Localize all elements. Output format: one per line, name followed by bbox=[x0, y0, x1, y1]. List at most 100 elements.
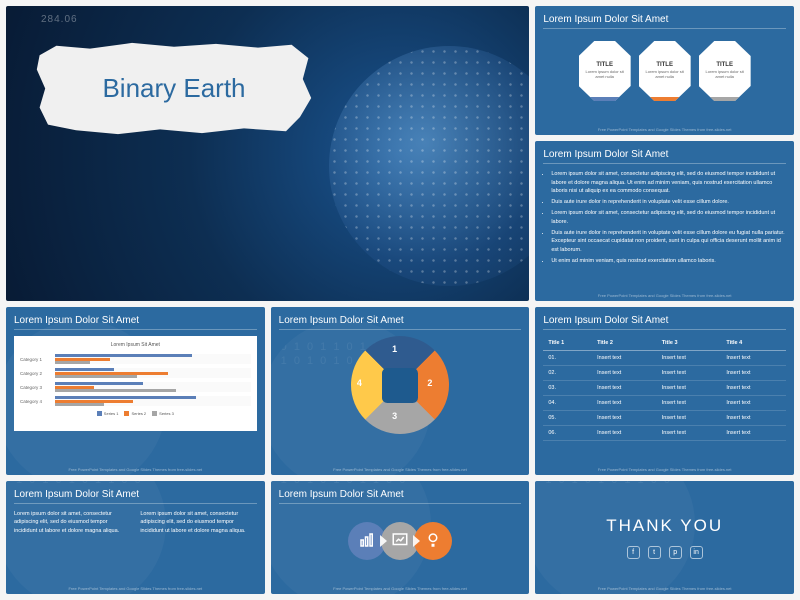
footer-credit: Free PowerPoint Templates and Google Sli… bbox=[271, 467, 530, 472]
bar-row: Category 2 bbox=[20, 366, 251, 380]
table-row: 06.Insert textInsert textInsert text bbox=[543, 426, 786, 441]
legend-swatch bbox=[124, 411, 129, 416]
bullet-item: Lorem ipsum dolor sit amet, consectetur … bbox=[551, 170, 786, 196]
slide-grid: 284.06 Binary Earth Lorem Ipsum Dolor Si… bbox=[0, 0, 800, 600]
slide-heading: Lorem Ipsum Dolor Sit Amet bbox=[279, 489, 522, 504]
card-body: Lorem ipsum dolor sit amet nulla bbox=[699, 70, 751, 80]
table-cell: Insert text bbox=[721, 396, 786, 411]
card-foot: TITLE bbox=[707, 97, 743, 107]
social-icon[interactable]: p bbox=[669, 546, 682, 559]
social-icon[interactable]: in bbox=[690, 546, 703, 559]
bar-segment bbox=[55, 361, 90, 364]
chart-rows: Category 1 Category 2 Category 3 Category 4 bbox=[20, 352, 251, 408]
table-cell: Insert text bbox=[721, 381, 786, 396]
footer-credit: Free PowerPoint Templates and Google Sli… bbox=[6, 586, 265, 591]
legend-label: Series 3 bbox=[159, 411, 174, 416]
table-header-cell: Title 1 bbox=[543, 336, 592, 351]
slide-heading: Lorem Ipsum Dolor Sit Amet bbox=[543, 315, 786, 330]
table-cell: 06. bbox=[543, 426, 592, 441]
table-cell: Insert text bbox=[657, 366, 722, 381]
legend-label: Series 2 bbox=[131, 411, 146, 416]
slide-donut: Lorem Ipsum Dolor Sit Amet 1234 Free Pow… bbox=[271, 307, 530, 475]
table-row: 01.Insert textInsert textInsert text bbox=[543, 351, 786, 366]
slide-table: Lorem Ipsum Dolor Sit Amet Title 1Title … bbox=[535, 307, 794, 475]
table-cell: Insert text bbox=[721, 366, 786, 381]
table-cell: Insert text bbox=[657, 411, 722, 426]
chevron-right-icon bbox=[413, 535, 420, 547]
column-2: Lorem ipsum dolor sit amet, consectetur … bbox=[140, 510, 256, 535]
bar-track bbox=[55, 354, 251, 364]
legend-item: Series 1 bbox=[97, 411, 119, 416]
card-foot: TITLE bbox=[647, 97, 683, 107]
slide-heading: Lorem Ipsum Dolor Sit Amet bbox=[279, 315, 522, 330]
social-icon[interactable]: f bbox=[627, 546, 640, 559]
table-cell: 05. bbox=[543, 411, 592, 426]
donut-wrap: 1234 bbox=[279, 336, 522, 434]
globe-graphic bbox=[329, 46, 529, 286]
bar-segment bbox=[55, 375, 137, 378]
slide-process-circles: Lorem Ipsum Dolor Sit Amet Free PowerPoi… bbox=[271, 481, 530, 594]
table-cell: 03. bbox=[543, 381, 592, 396]
octagon-row: TITLE Lorem ipsum dolor sit amet nulla T… bbox=[543, 41, 786, 101]
slide-heading: Lorem Ipsum Dolor Sit Amet bbox=[14, 489, 257, 504]
bar-label: Category 1 bbox=[20, 357, 52, 362]
table-cell: 02. bbox=[543, 366, 592, 381]
table-header-row: Title 1Title 2Title 3Title 4 bbox=[543, 336, 786, 351]
bullet-item: Lorem ipsum dolor sit amet, consectetur … bbox=[551, 209, 786, 227]
bullet-item: Duis aute irure dolor in reprehenderit i… bbox=[551, 229, 786, 255]
thank-you-text: THANK YOU bbox=[606, 516, 723, 536]
table-row: 05.Insert textInsert textInsert text bbox=[543, 411, 786, 426]
bar-segment bbox=[55, 389, 176, 392]
chart-title: Lorem Ipsum Sit Amet bbox=[20, 342, 251, 348]
donut-center bbox=[382, 368, 417, 403]
table-cell: Insert text bbox=[721, 411, 786, 426]
slide-bar-chart: Lorem Ipsum Dolor Sit Amet Lorem Ipsum S… bbox=[6, 307, 265, 475]
presentation-title: Binary Earth bbox=[102, 73, 245, 104]
column-1: Lorem ipsum dolor sit amet, consectetur … bbox=[14, 510, 130, 535]
bar-row: Category 3 bbox=[20, 380, 251, 394]
legend-swatch bbox=[152, 411, 157, 416]
table-cell: Insert text bbox=[592, 351, 657, 366]
table-cell: Insert text bbox=[592, 381, 657, 396]
donut-segment-number: 3 bbox=[392, 411, 397, 421]
chart-icon bbox=[391, 531, 409, 551]
slide-thank-you: THANK YOU ftpin Free PowerPoint Template… bbox=[535, 481, 794, 594]
card-title: TITLE bbox=[596, 62, 613, 68]
donut-segment-number: 4 bbox=[357, 378, 362, 388]
slide-heading: Lorem Ipsum Dolor Sit Amet bbox=[14, 315, 257, 330]
slide-three-cards: Lorem Ipsum Dolor Sit Amet TITLE Lorem i… bbox=[535, 6, 794, 135]
ticker-value: 284.06 bbox=[41, 14, 78, 25]
octagon-card: TITLE Lorem ipsum dolor sit amet nulla T… bbox=[639, 41, 691, 101]
table-cell: Insert text bbox=[592, 366, 657, 381]
table-cell: 01. bbox=[543, 351, 592, 366]
footer-credit: Free PowerPoint Templates and Google Sli… bbox=[6, 467, 265, 472]
table-row: 02.Insert textInsert textInsert text bbox=[543, 366, 786, 381]
table-header-cell: Title 3 bbox=[657, 336, 722, 351]
title-slide: 284.06 Binary Earth bbox=[6, 6, 529, 301]
bar-row: Category 1 bbox=[20, 352, 251, 366]
table-cell: Insert text bbox=[657, 351, 722, 366]
bar-track bbox=[55, 368, 251, 378]
card-title: TITLE bbox=[716, 62, 733, 68]
footer-credit: Free PowerPoint Templates and Google Sli… bbox=[271, 586, 530, 591]
bar-label: Category 3 bbox=[20, 385, 52, 390]
slide-heading: Lorem Ipsum Dolor Sit Amet bbox=[543, 14, 786, 29]
social-icon[interactable]: t bbox=[648, 546, 661, 559]
donut-chart: 1234 bbox=[351, 336, 449, 434]
table-cell: Insert text bbox=[657, 396, 722, 411]
bars-icon bbox=[358, 531, 376, 551]
legend-swatch bbox=[97, 411, 102, 416]
bar-chart: Lorem Ipsum Sit Amet Category 1Category … bbox=[14, 336, 257, 431]
bar-row: Category 4 bbox=[20, 394, 251, 408]
card-body: Lorem ipsum dolor sit amet nulla bbox=[639, 70, 691, 80]
table-cell: 04. bbox=[543, 396, 592, 411]
slide-heading: Lorem Ipsum Dolor Sit Amet bbox=[543, 149, 786, 164]
chevron-right-icon bbox=[380, 535, 387, 547]
social-row: ftpin bbox=[627, 546, 703, 559]
donut-segment-number: 1 bbox=[392, 344, 397, 354]
legend-label: Series 1 bbox=[104, 411, 119, 416]
footer-credit: Free PowerPoint Templates and Google Sli… bbox=[535, 127, 794, 132]
table-cell: Insert text bbox=[721, 351, 786, 366]
table-cell: Insert text bbox=[592, 426, 657, 441]
card-title: TITLE bbox=[656, 62, 673, 68]
